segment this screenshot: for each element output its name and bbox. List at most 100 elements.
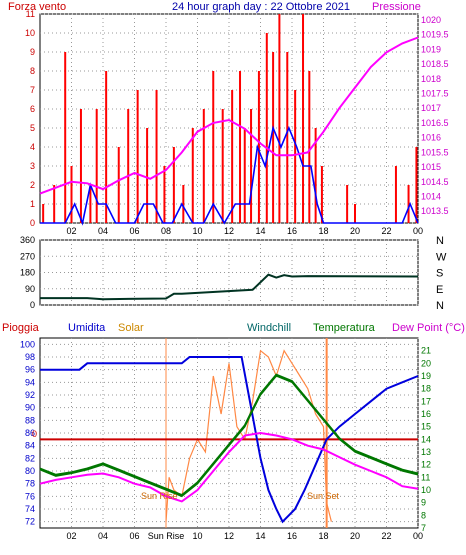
humidity-tick-label: 92 [25, 390, 35, 400]
humidity-line [40, 356, 419, 524]
compass-label: S [436, 268, 443, 280]
right-tick-label: 1018 [421, 74, 441, 84]
x-tick-label: 22 [381, 531, 391, 541]
direction-tick-label: 270 [20, 251, 35, 261]
humidity-tick-label: 100 [20, 339, 35, 349]
right-tick-label: 1020 [421, 15, 441, 25]
x-tick-label: 02 [66, 531, 76, 541]
temperature-tick-label: 16 [421, 409, 431, 419]
direction-tick-label: 180 [20, 268, 35, 278]
direction-tick-label: 360 [20, 235, 35, 245]
temperature-tick-label: 15 [421, 422, 431, 432]
temperature-tick-label: 7 [421, 523, 426, 533]
x-tick-label: 06 [129, 531, 139, 541]
right-tick-label: 1017 [421, 103, 441, 113]
left-tick-label: 9 [30, 47, 35, 57]
pioggia-label: Pioggia [2, 322, 40, 334]
chart2-left-ticks: 0 90 180 270 360 [20, 235, 35, 310]
x-tick-label: 00 [413, 531, 423, 541]
temperature-line [39, 373, 419, 497]
right-tick-label: 1014 [421, 192, 441, 202]
humidity-tick-label: 76 [25, 491, 35, 501]
chart3-left-ticks: 72 74 76 78 80 82 84 86 88 90 92 94 96 98 100 [20, 339, 35, 526]
x-tick-label: 22 [381, 226, 391, 236]
right-tick-label: 1017.5 [421, 88, 449, 98]
humidity-tick-label: 72 [25, 517, 35, 527]
direction-tick-label: 90 [25, 284, 35, 294]
x-tick-label: 10 [192, 531, 202, 541]
temperature-tick-label: 20 [421, 358, 431, 368]
left-tick-label: 11 [26, 9, 35, 19]
wind-direction-line [40, 273, 419, 301]
temperature-tick-label: 9 [421, 498, 426, 508]
x-tick-label: 14 [255, 226, 265, 236]
humidity-tick-label: 98 [25, 352, 35, 362]
temperature-tick-label: 19 [421, 371, 431, 381]
x-tick-label: 10 [192, 226, 202, 236]
dewpoint-line [39, 431, 419, 503]
right-tick-label: 1015 [421, 162, 441, 172]
humidity-tick-label: 94 [25, 377, 35, 387]
x-tick-label: 12 [224, 531, 234, 541]
temperature-tick-label: 8 [421, 510, 426, 520]
right-tick-label: 1015.5 [421, 147, 449, 157]
pressure-line [39, 36, 419, 195]
humidity-tick-label: 88 [25, 415, 35, 425]
right-tick-label: 1019.5 [421, 30, 449, 40]
right-tick-label: 1018.5 [421, 59, 449, 69]
temperature-tick-label: 21 [421, 346, 431, 356]
temperature-tick-label: 12 [421, 460, 431, 470]
umidita-label: Umidita [68, 322, 106, 334]
right-tick-label: 1019 [421, 44, 441, 54]
x-tick-label: 04 [98, 226, 108, 236]
x-tick-label: 04 [98, 531, 108, 541]
humidity-tick-label: 78 [25, 479, 35, 489]
x-tick-label: 14 [255, 531, 265, 541]
left-tick-label: 6 [30, 104, 35, 114]
temperature-tick-label: 11 [421, 472, 430, 482]
x-tick-label: Sun Rise [148, 531, 185, 541]
right-tick-label: 1016 [421, 133, 441, 143]
temperatura-label: Temperatura [313, 322, 376, 334]
left-tick-label: 3 [30, 161, 35, 171]
compass-label: E [436, 284, 443, 296]
humidity-tick-label: 86 [25, 428, 35, 438]
windchill-label: Windchill [247, 322, 291, 334]
direction-tick-label: 0 [30, 300, 35, 310]
temperature-tick-label: 18 [421, 384, 431, 394]
x-tick-label: 06 [129, 226, 139, 236]
left-tick-label: 1 [30, 199, 35, 209]
compass-label: W [436, 251, 447, 263]
solar-label: Solar [118, 322, 144, 334]
x-tick-label: 12 [224, 226, 234, 236]
x-tick-label: 16 [287, 531, 297, 541]
x-tick-label: 18 [318, 531, 328, 541]
right-tick-label: 1016.5 [421, 118, 449, 128]
left-tick-label: 0 [30, 218, 35, 228]
sunrise-label: Sun Rise [141, 491, 178, 501]
chart1-left-title: Forza vento [8, 1, 66, 13]
chart1-right-ticks: 1013.5 1014 1014.5 1015 1015.5 1016 1016.5 1017… [421, 15, 449, 216]
dewpoint-label: Dew Point (°C) [392, 322, 465, 334]
x-tick-label: 18 [318, 226, 328, 236]
humidity-tick-label: 82 [25, 453, 35, 463]
right-tick-label: 1013.5 [421, 206, 449, 216]
humidity-tick-label: 96 [25, 365, 35, 375]
chart3-plot-area [39, 337, 419, 529]
chart1-right-title: Pressione [372, 1, 421, 13]
left-tick-label: 7 [30, 85, 35, 95]
x-tick-label: 20 [350, 531, 360, 541]
x-tick-label: 02 [66, 226, 76, 236]
x-tick-label: 00 [413, 226, 423, 236]
rain-zero-label: 0 [32, 429, 37, 439]
temperature-tick-label: 13 [421, 447, 431, 457]
chart2-grid [40, 239, 419, 306]
temperature-tick-label: 10 [421, 485, 431, 495]
humidity-tick-label: 90 [25, 403, 35, 413]
chart1-x-ticks: 02 04 06 08 10 12 14 16 18 20 22 00 [66, 226, 423, 236]
chart1-title: 24 hour graph day : 22 Ottobre 2021 [172, 1, 350, 13]
chart1-series [39, 14, 419, 226]
wind-speed-line [40, 125, 419, 226]
